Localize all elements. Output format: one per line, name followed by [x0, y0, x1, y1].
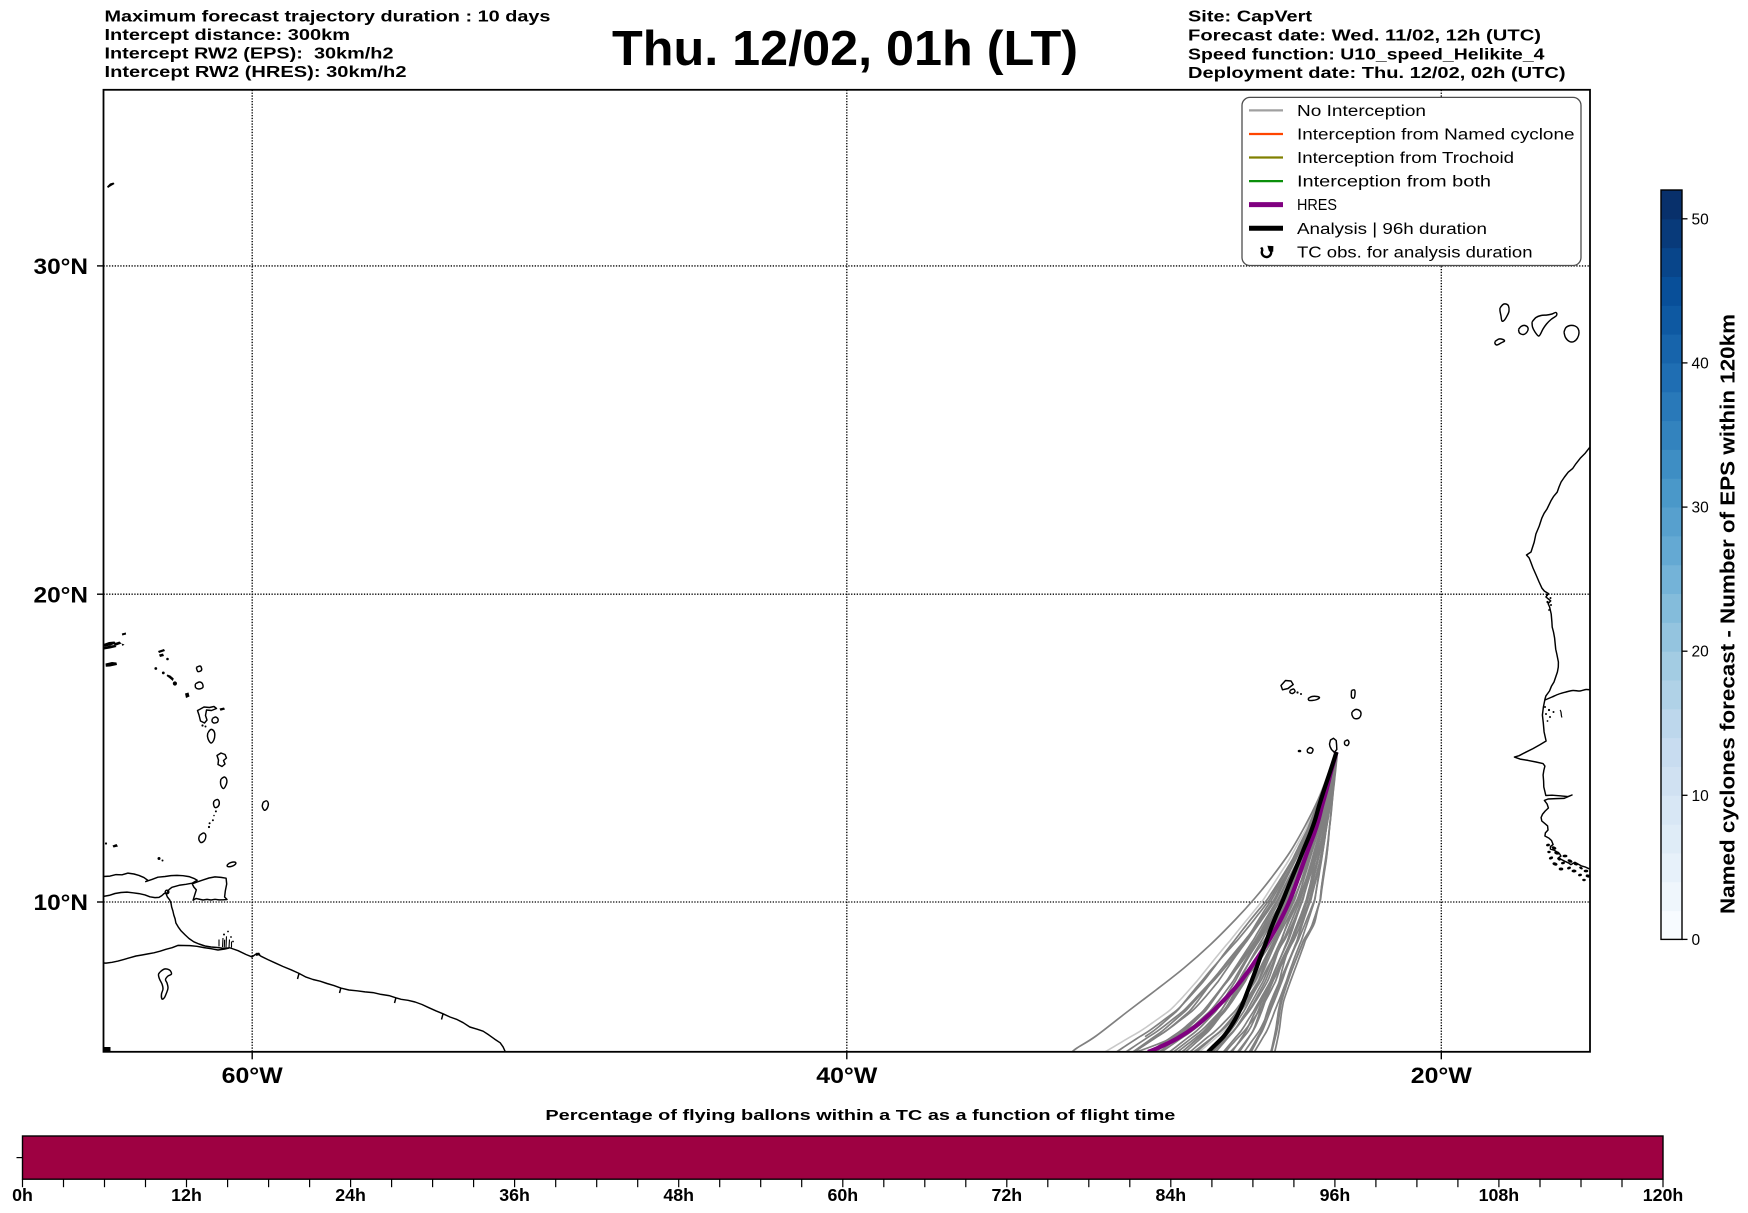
svg-text:TC obs. for analysis duration: TC obs. for analysis duration — [1297, 244, 1533, 261]
svg-text:20: 20 — [1692, 644, 1710, 661]
svg-text:60°W: 60°W — [222, 1063, 284, 1088]
svg-text:Analysis | 96h duration: Analysis | 96h duration — [1297, 221, 1487, 238]
svg-text:120h: 120h — [1643, 1185, 1684, 1205]
svg-text:36h: 36h — [499, 1185, 530, 1205]
svg-text:10: 10 — [1692, 788, 1710, 805]
svg-text:84h: 84h — [1155, 1185, 1186, 1205]
svg-text:40°W: 40°W — [816, 1063, 878, 1088]
svg-text:Interception from both: Interception from both — [1297, 174, 1491, 191]
svg-text:Intercept RW2 (EPS): 30km/h2: Intercept RW2 (EPS): 30km/h2 — [105, 46, 394, 63]
svg-text:Percentage of flying ballons w: Percentage of flying ballons within a TC… — [545, 1107, 1175, 1124]
svg-text:96h: 96h — [1320, 1185, 1351, 1205]
svg-text:Intercept RW2 (HRES): 30km/h2: Intercept RW2 (HRES): 30km/h2 — [105, 64, 407, 81]
svg-text:60h: 60h — [827, 1185, 858, 1205]
svg-text:30: 30 — [1692, 500, 1710, 517]
svg-text:Thu. 12/02, 01h (LT): Thu. 12/02, 01h (LT) — [612, 22, 1078, 76]
svg-text:Site: CapVert: Site: CapVert — [1188, 9, 1312, 26]
svg-text:Intercept distance: 300km: Intercept distance: 300km — [105, 27, 351, 44]
svg-text:0h: 0h — [12, 1185, 33, 1205]
svg-text:40: 40 — [1692, 355, 1710, 372]
svg-text:12h: 12h — [171, 1185, 202, 1205]
svg-text:Interception from Trochoid: Interception from Trochoid — [1297, 150, 1514, 167]
svg-text:30°N: 30°N — [34, 254, 89, 279]
svg-text:72h: 72h — [991, 1185, 1022, 1205]
svg-text:Speed function: U10_speed_Heli: Speed function: U10_speed_Helikite_4 — [1188, 46, 1545, 63]
svg-text:10°N: 10°N — [34, 890, 89, 915]
svg-text:108h: 108h — [1479, 1185, 1520, 1205]
svg-text:50: 50 — [1692, 211, 1710, 228]
svg-text:Forecast date: Wed. 11/02, 12h: Forecast date: Wed. 11/02, 12h (UTC) — [1188, 27, 1541, 44]
svg-text:Interception from Named cyclon: Interception from Named cyclone — [1297, 127, 1575, 144]
svg-text:20°N: 20°N — [34, 582, 89, 607]
svg-text:HRES: HRES — [1297, 197, 1337, 214]
svg-text:Named cyclones forecast - Numb: Named cyclones forecast - Number of EPS … — [1718, 314, 1740, 914]
svg-text:No Interception: No Interception — [1297, 103, 1426, 120]
svg-text:24h: 24h — [335, 1185, 366, 1205]
svg-text:20°W: 20°W — [1411, 1063, 1473, 1088]
svg-text:0: 0 — [1692, 932, 1701, 949]
svg-text:Maximum forecast trajectory du: Maximum forecast trajectory duration : 1… — [105, 9, 551, 26]
svg-text:Deployment date: Thu. 12/02, 0: Deployment date: Thu. 12/02, 02h (UTC) — [1188, 65, 1566, 82]
svg-text:48h: 48h — [663, 1185, 694, 1205]
